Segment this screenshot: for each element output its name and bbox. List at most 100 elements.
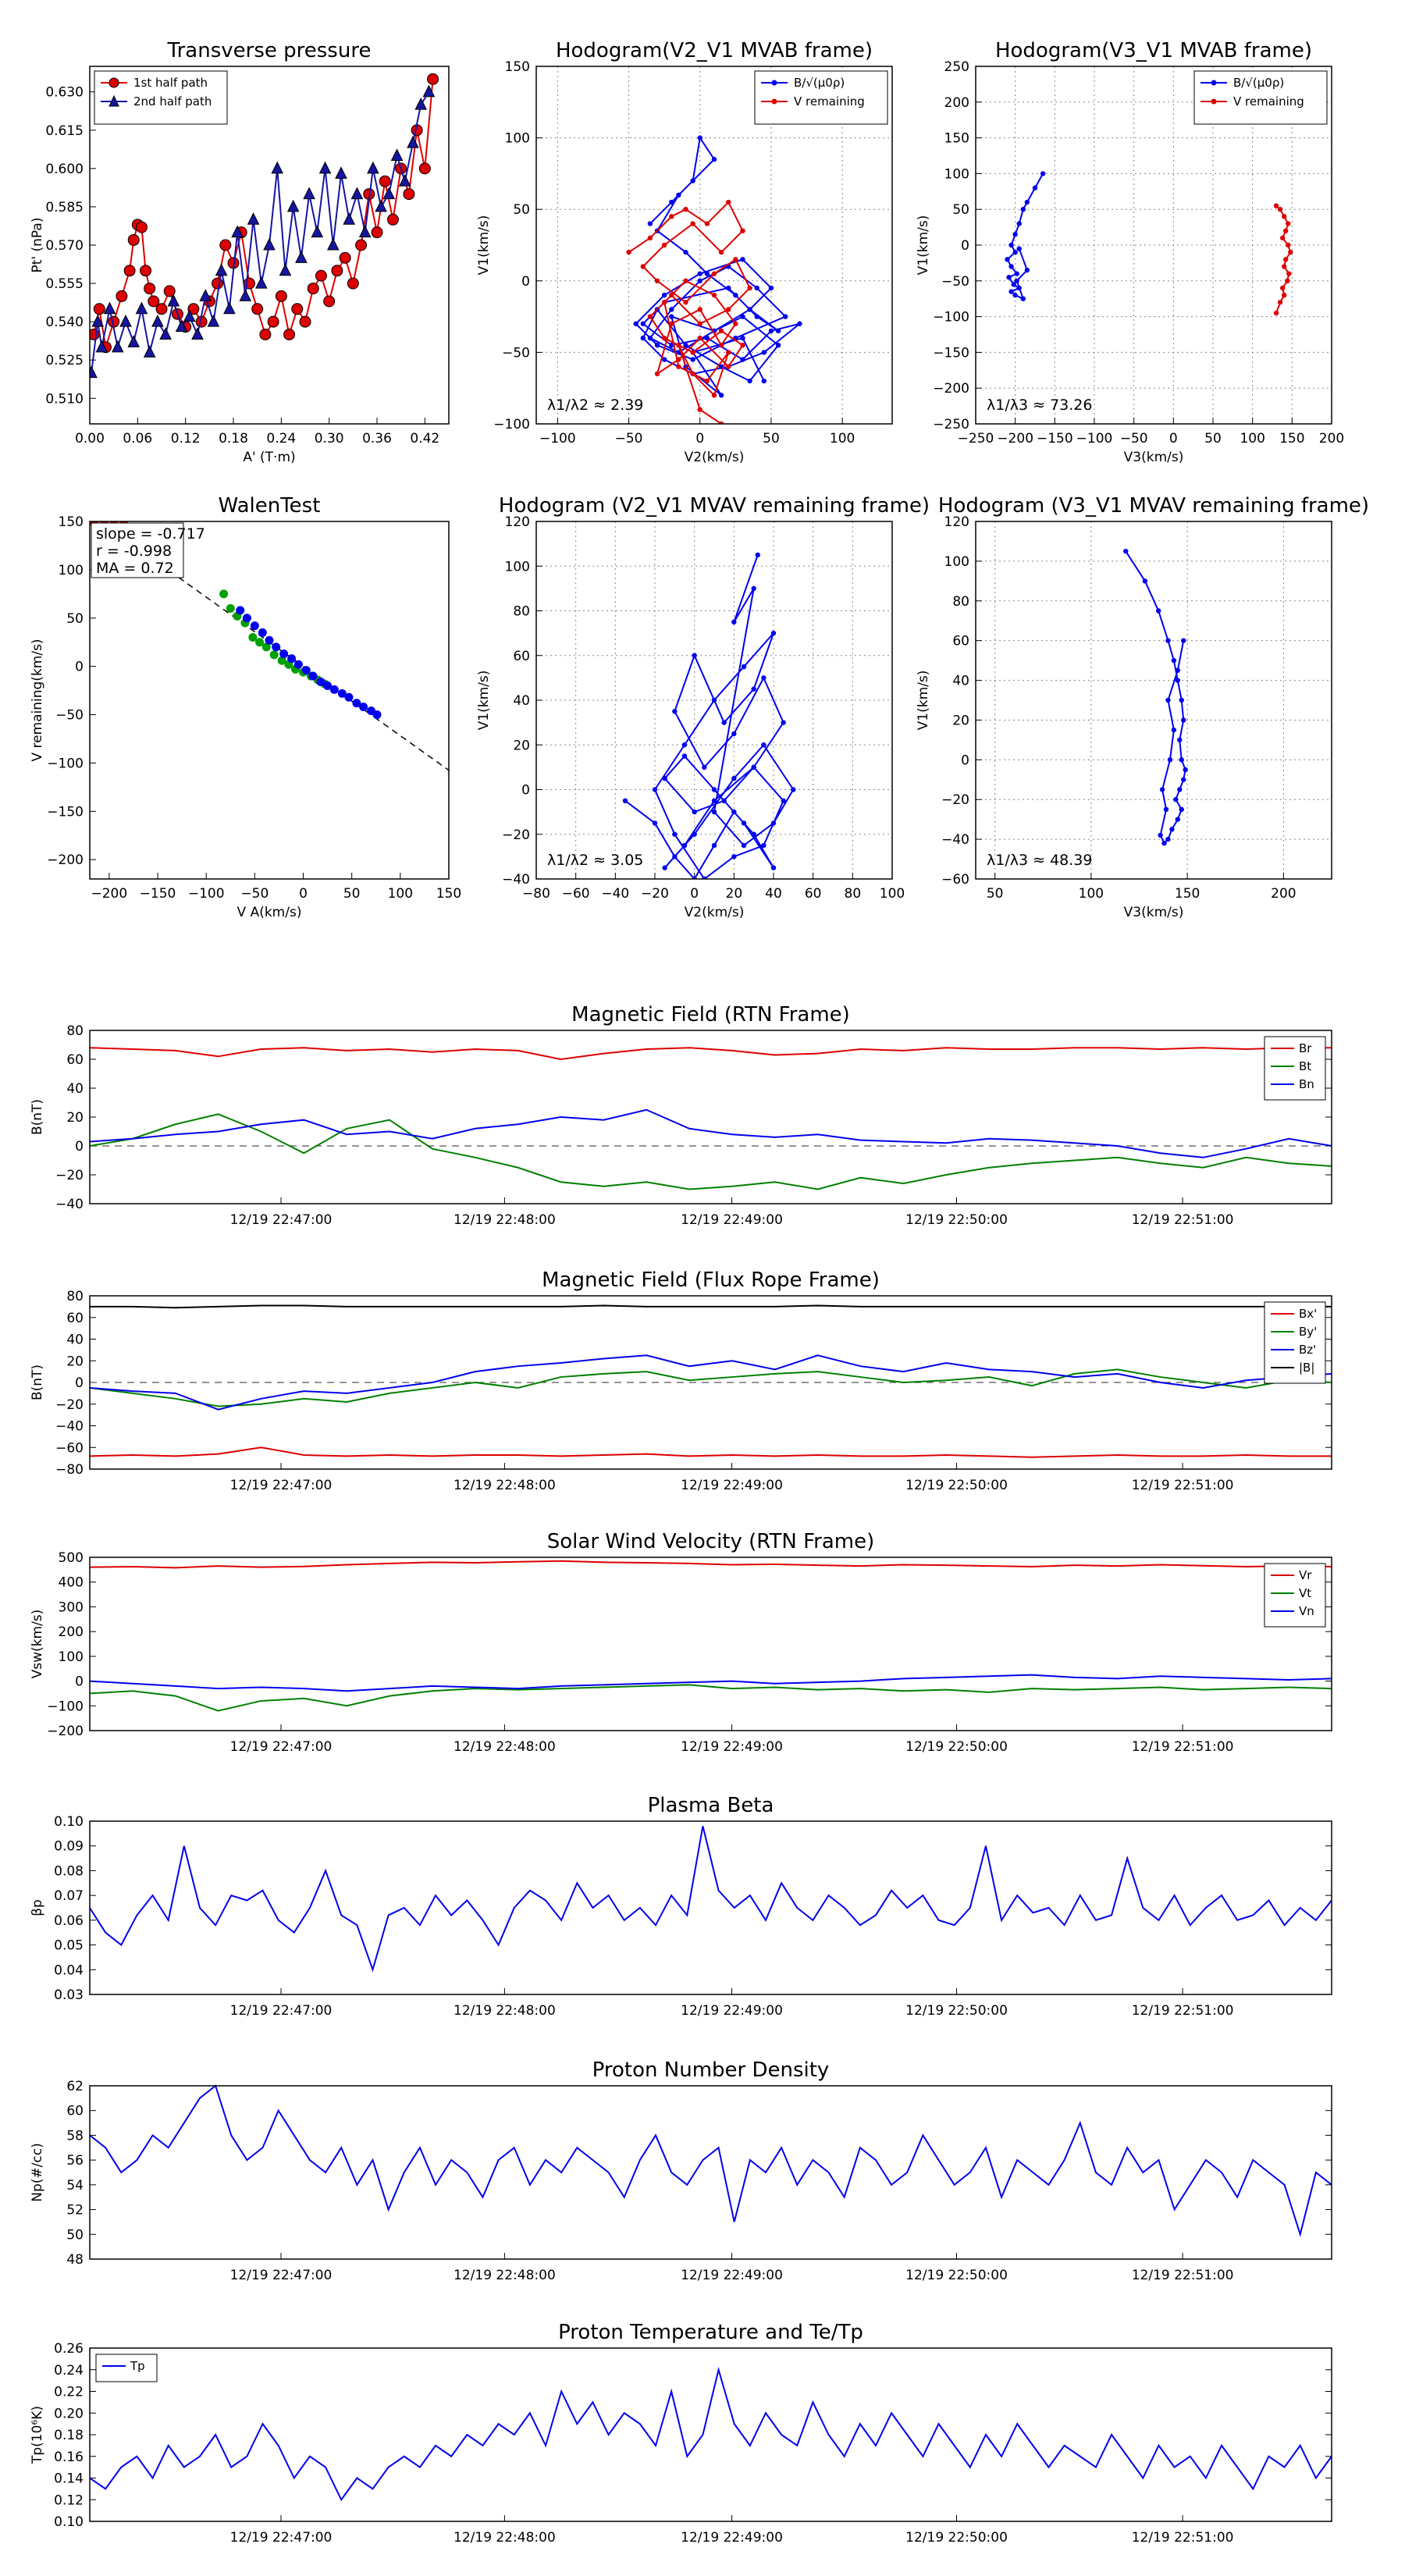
data-point	[652, 820, 658, 826]
data-point	[1012, 249, 1018, 255]
data-point	[770, 865, 777, 870]
ts_beta-frame	[89, 1820, 1332, 1995]
x-tick-label: 12/19 22:48:00	[454, 1478, 556, 1493]
data-point	[676, 192, 681, 198]
data-point	[768, 285, 774, 291]
data-point	[1285, 278, 1290, 283]
data-point	[226, 603, 235, 613]
data-point	[726, 285, 731, 291]
data-point	[681, 742, 688, 748]
y-tick-label: −80	[55, 1462, 84, 1478]
x-axis-label: V A(km/s)	[237, 905, 302, 920]
x-tick-label: 12/19 22:51:00	[1132, 1212, 1234, 1228]
data-point	[263, 237, 276, 251]
walen-frame	[89, 521, 450, 880]
series-line-Np	[89, 2084, 1332, 2237]
data-point	[721, 798, 727, 804]
data-point	[1024, 199, 1030, 205]
data-point	[654, 371, 660, 377]
x-tick-label: 12/19 22:49:00	[681, 2530, 783, 2546]
data-point	[692, 831, 697, 837]
data-point	[731, 731, 737, 737]
data-point	[103, 301, 116, 315]
data-point	[403, 188, 415, 201]
x-tick-label: 12/19 22:47:00	[230, 1478, 333, 1493]
data-point	[375, 199, 387, 212]
data-point	[661, 292, 667, 298]
data-point	[740, 357, 745, 362]
data-point	[747, 307, 752, 312]
data-point	[215, 263, 228, 276]
y-tick-label: 200	[59, 1624, 84, 1640]
data-point	[761, 842, 767, 849]
ts_v-frame	[89, 1557, 1332, 1731]
data-point	[1173, 797, 1179, 802]
hodo4-chart: 50 100 150 200 −60 −40 −20 0 20 40 60 80 100 120Hodog…	[916, 494, 1369, 920]
data-point	[1011, 282, 1016, 287]
data-point	[323, 681, 333, 690]
data-point	[242, 614, 251, 623]
hodo2-chart: −250 −200 −150 −100 −50 0 50 100 150 200−250−200−…	[916, 39, 1344, 465]
y-tick-label: 0	[961, 238, 969, 254]
data-point	[640, 321, 646, 326]
eigen-ratio-annotation: λ1/λ2 ≈ 2.39	[547, 397, 643, 414]
y-tick-label: 50	[952, 202, 969, 218]
x-axis-label: V3(km/s)	[1124, 450, 1184, 465]
y-tick-label: −50	[941, 274, 969, 290]
y-tick-label: 100	[59, 563, 84, 578]
y-tick-label: 0.540	[45, 315, 84, 330]
data-point	[690, 178, 695, 183]
y-tick-label: −20	[55, 1168, 84, 1183]
y-tick-label: 60	[66, 1311, 84, 1326]
y-tick-label: 20	[513, 738, 530, 753]
data-point	[1183, 767, 1188, 773]
data-point	[647, 335, 653, 341]
data-point	[1279, 235, 1286, 241]
data-point	[271, 161, 284, 174]
data-point	[1288, 249, 1293, 255]
data-point	[711, 697, 717, 703]
data-point	[275, 290, 287, 302]
x-tick-label: 0.06	[123, 431, 152, 447]
data-point	[355, 239, 368, 251]
legend: B/√(μ0ρ) V remaining	[754, 70, 888, 125]
ts_beta-chart: 0.03 0.04 0.05 0.06 0.07 0.08 0.09 0.10 12/19 22…	[30, 1794, 1332, 2019]
y-tick-label: 0.08	[54, 1863, 84, 1879]
legend-label: Br	[1299, 1041, 1312, 1055]
y-tick-label: 80	[952, 594, 969, 610]
data-point	[652, 787, 658, 792]
data-point	[640, 264, 646, 269]
data-point	[697, 321, 702, 326]
data-point	[692, 809, 697, 815]
data-point	[676, 364, 681, 369]
ts_t-frame	[89, 2347, 1332, 2522]
y-tick-label: 0.630	[45, 85, 84, 101]
eigen-ratio-annotation: λ1/λ2 ≈ 3.05	[547, 852, 643, 869]
y-tick-label: 100	[505, 131, 530, 147]
x-tick-label: 0.24	[266, 431, 296, 447]
data-point	[1171, 727, 1177, 733]
data-point	[1014, 278, 1019, 283]
data-point	[418, 162, 431, 175]
x-tick-label: 12/19 22:49:00	[681, 1478, 783, 1493]
series-line-V remaining	[1275, 205, 1292, 314]
data-point	[1282, 214, 1287, 219]
x-tick-label: 50	[763, 431, 780, 447]
data-point	[254, 276, 268, 289]
data-point	[783, 314, 788, 319]
data-point	[335, 166, 347, 179]
data-point	[704, 378, 710, 384]
y-tick-label: 0.22	[54, 2385, 84, 2400]
y-tick-label: −20	[502, 827, 530, 843]
data-point	[747, 378, 752, 384]
x-tick-label: 12/19 22:51:00	[1132, 1478, 1234, 1493]
y-tick-label: −40	[55, 1197, 84, 1212]
data-point	[661, 335, 667, 341]
data-point	[1006, 275, 1012, 280]
data-point	[1123, 548, 1129, 554]
data-point	[797, 321, 802, 326]
data-point	[1142, 578, 1148, 584]
x-tick-label: 100	[1240, 431, 1264, 447]
y-tick-label: 200	[944, 95, 969, 111]
legend-label: B/√(μ0ρ)	[794, 76, 845, 90]
